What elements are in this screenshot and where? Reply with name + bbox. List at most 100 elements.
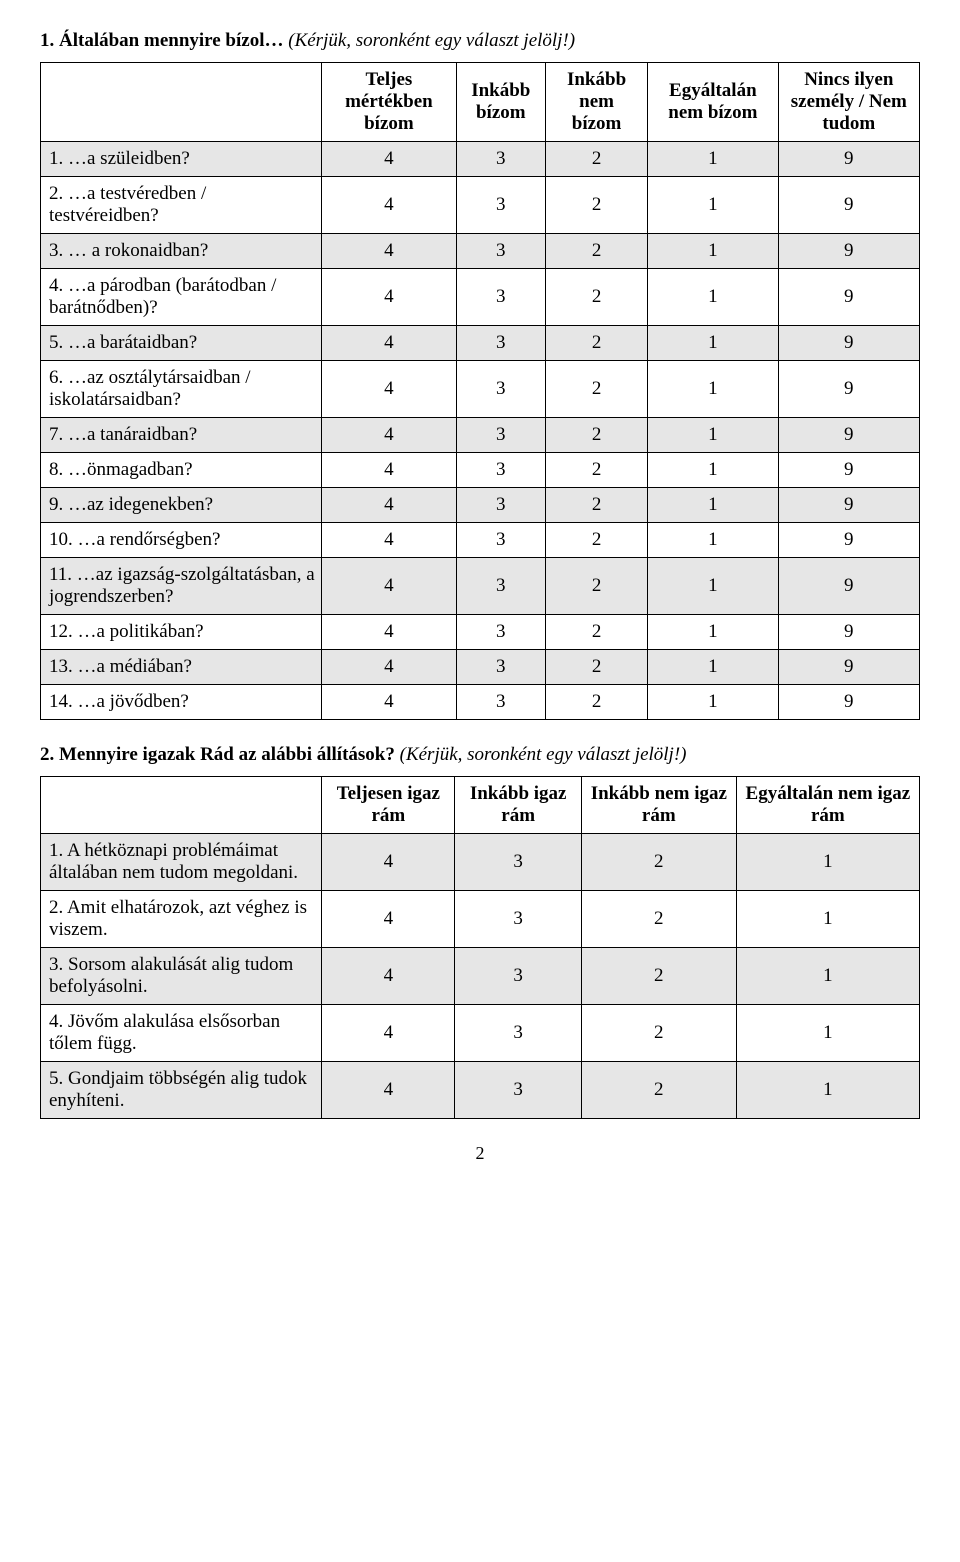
row-label: 4. …a párodban (barátodban / barátnődben… bbox=[41, 269, 322, 326]
table-row: 4. …a párodban (barátodban / barátnődben… bbox=[41, 269, 920, 326]
q2-col-4: Egyáltalán nem igaz rám bbox=[736, 777, 919, 834]
row-cell[interactable]: 2 bbox=[546, 177, 648, 234]
row-cell[interactable]: 2 bbox=[546, 615, 648, 650]
row-cell[interactable]: 3 bbox=[455, 1062, 582, 1119]
row-label: 8. …önmagadban? bbox=[41, 453, 322, 488]
row-cell[interactable]: 4 bbox=[322, 177, 456, 234]
q2-title-bold: 2. Mennyire igazak Rád az alábbi állítás… bbox=[40, 744, 395, 765]
row-cell[interactable]: 9 bbox=[778, 234, 919, 269]
row-cell[interactable]: 3 bbox=[455, 891, 582, 948]
row-cell[interactable]: 3 bbox=[456, 558, 545, 615]
row-cell[interactable]: 1 bbox=[648, 685, 779, 720]
row-cell[interactable]: 2 bbox=[546, 650, 648, 685]
row-cell[interactable]: 1 bbox=[736, 1005, 919, 1062]
row-cell[interactable]: 4 bbox=[322, 234, 456, 269]
row-cell[interactable]: 4 bbox=[322, 453, 456, 488]
row-cell[interactable]: 9 bbox=[778, 615, 919, 650]
row-cell[interactable]: 4 bbox=[322, 650, 456, 685]
row-cell[interactable]: 9 bbox=[778, 523, 919, 558]
row-cell[interactable]: 2 bbox=[581, 1005, 736, 1062]
row-cell[interactable]: 9 bbox=[778, 650, 919, 685]
row-cell[interactable]: 1 bbox=[648, 523, 779, 558]
row-cell[interactable]: 3 bbox=[456, 615, 545, 650]
row-cell[interactable]: 4 bbox=[322, 948, 455, 1005]
row-cell[interactable]: 4 bbox=[322, 523, 456, 558]
row-cell[interactable]: 4 bbox=[322, 558, 456, 615]
row-cell[interactable]: 1 bbox=[736, 948, 919, 1005]
row-cell[interactable]: 4 bbox=[322, 418, 456, 453]
row-cell[interactable]: 1 bbox=[648, 177, 779, 234]
table-row: 7. …a tanáraidban?43219 bbox=[41, 418, 920, 453]
row-cell[interactable]: 9 bbox=[778, 685, 919, 720]
row-cell[interactable]: 3 bbox=[456, 142, 545, 177]
row-cell[interactable]: 3 bbox=[456, 361, 545, 418]
row-cell[interactable]: 9 bbox=[778, 558, 919, 615]
row-cell[interactable]: 9 bbox=[778, 418, 919, 453]
row-cell[interactable]: 3 bbox=[456, 453, 545, 488]
q2-title: 2. Mennyire igazak Rád az alábbi állítás… bbox=[40, 744, 920, 766]
row-cell[interactable]: 2 bbox=[581, 1062, 736, 1119]
row-cell[interactable]: 9 bbox=[778, 488, 919, 523]
row-cell[interactable]: 3 bbox=[456, 488, 545, 523]
row-cell[interactable]: 9 bbox=[778, 177, 919, 234]
row-cell[interactable]: 9 bbox=[778, 326, 919, 361]
row-cell[interactable]: 3 bbox=[456, 269, 545, 326]
row-cell[interactable]: 2 bbox=[546, 488, 648, 523]
row-cell[interactable]: 1 bbox=[736, 1062, 919, 1119]
row-cell[interactable]: 9 bbox=[778, 269, 919, 326]
row-cell[interactable]: 1 bbox=[648, 650, 779, 685]
row-cell[interactable]: 4 bbox=[322, 1062, 455, 1119]
row-cell[interactable]: 1 bbox=[648, 269, 779, 326]
row-cell[interactable]: 1 bbox=[648, 326, 779, 361]
row-cell[interactable]: 4 bbox=[322, 326, 456, 361]
row-cell[interactable]: 3 bbox=[456, 418, 545, 453]
row-cell[interactable]: 2 bbox=[546, 234, 648, 269]
row-cell[interactable]: 3 bbox=[456, 650, 545, 685]
row-cell[interactable]: 1 bbox=[648, 615, 779, 650]
row-cell[interactable]: 4 bbox=[322, 891, 455, 948]
row-cell[interactable]: 9 bbox=[778, 453, 919, 488]
row-cell[interactable]: 1 bbox=[648, 488, 779, 523]
row-cell[interactable]: 1 bbox=[648, 453, 779, 488]
row-cell[interactable]: 1 bbox=[648, 418, 779, 453]
row-cell[interactable]: 3 bbox=[456, 177, 545, 234]
row-cell[interactable]: 3 bbox=[455, 834, 582, 891]
row-cell[interactable]: 3 bbox=[456, 326, 545, 361]
row-cell[interactable]: 3 bbox=[456, 523, 545, 558]
row-cell[interactable]: 2 bbox=[581, 834, 736, 891]
row-cell[interactable]: 4 bbox=[322, 1005, 455, 1062]
row-cell[interactable]: 1 bbox=[648, 142, 779, 177]
row-cell[interactable]: 3 bbox=[456, 234, 545, 269]
row-cell[interactable]: 2 bbox=[546, 523, 648, 558]
q2-col-1: Teljesen igaz rám bbox=[322, 777, 455, 834]
row-cell[interactable]: 4 bbox=[322, 269, 456, 326]
row-cell[interactable]: 4 bbox=[322, 615, 456, 650]
row-label: 1. A hétköznapi problémáimat általában n… bbox=[41, 834, 322, 891]
row-cell[interactable]: 2 bbox=[546, 142, 648, 177]
row-cell[interactable]: 2 bbox=[546, 361, 648, 418]
row-cell[interactable]: 4 bbox=[322, 361, 456, 418]
row-cell[interactable]: 4 bbox=[322, 834, 455, 891]
row-cell[interactable]: 3 bbox=[456, 685, 545, 720]
row-cell[interactable]: 3 bbox=[455, 948, 582, 1005]
row-cell[interactable]: 1 bbox=[648, 234, 779, 269]
row-cell[interactable]: 9 bbox=[778, 142, 919, 177]
row-cell[interactable]: 1 bbox=[736, 891, 919, 948]
row-cell[interactable]: 2 bbox=[546, 453, 648, 488]
row-cell[interactable]: 2 bbox=[546, 269, 648, 326]
row-cell[interactable]: 2 bbox=[581, 948, 736, 1005]
row-cell[interactable]: 2 bbox=[581, 891, 736, 948]
row-cell[interactable]: 2 bbox=[546, 558, 648, 615]
row-cell[interactable]: 4 bbox=[322, 488, 456, 523]
row-cell[interactable]: 9 bbox=[778, 361, 919, 418]
row-cell[interactable]: 2 bbox=[546, 326, 648, 361]
row-cell[interactable]: 1 bbox=[648, 558, 779, 615]
row-cell[interactable]: 1 bbox=[736, 834, 919, 891]
q1-col-2: Inkább bízom bbox=[456, 63, 545, 142]
row-cell[interactable]: 2 bbox=[546, 418, 648, 453]
row-cell[interactable]: 4 bbox=[322, 142, 456, 177]
row-cell[interactable]: 2 bbox=[546, 685, 648, 720]
row-cell[interactable]: 3 bbox=[455, 1005, 582, 1062]
row-cell[interactable]: 1 bbox=[648, 361, 779, 418]
row-cell[interactable]: 4 bbox=[322, 685, 456, 720]
